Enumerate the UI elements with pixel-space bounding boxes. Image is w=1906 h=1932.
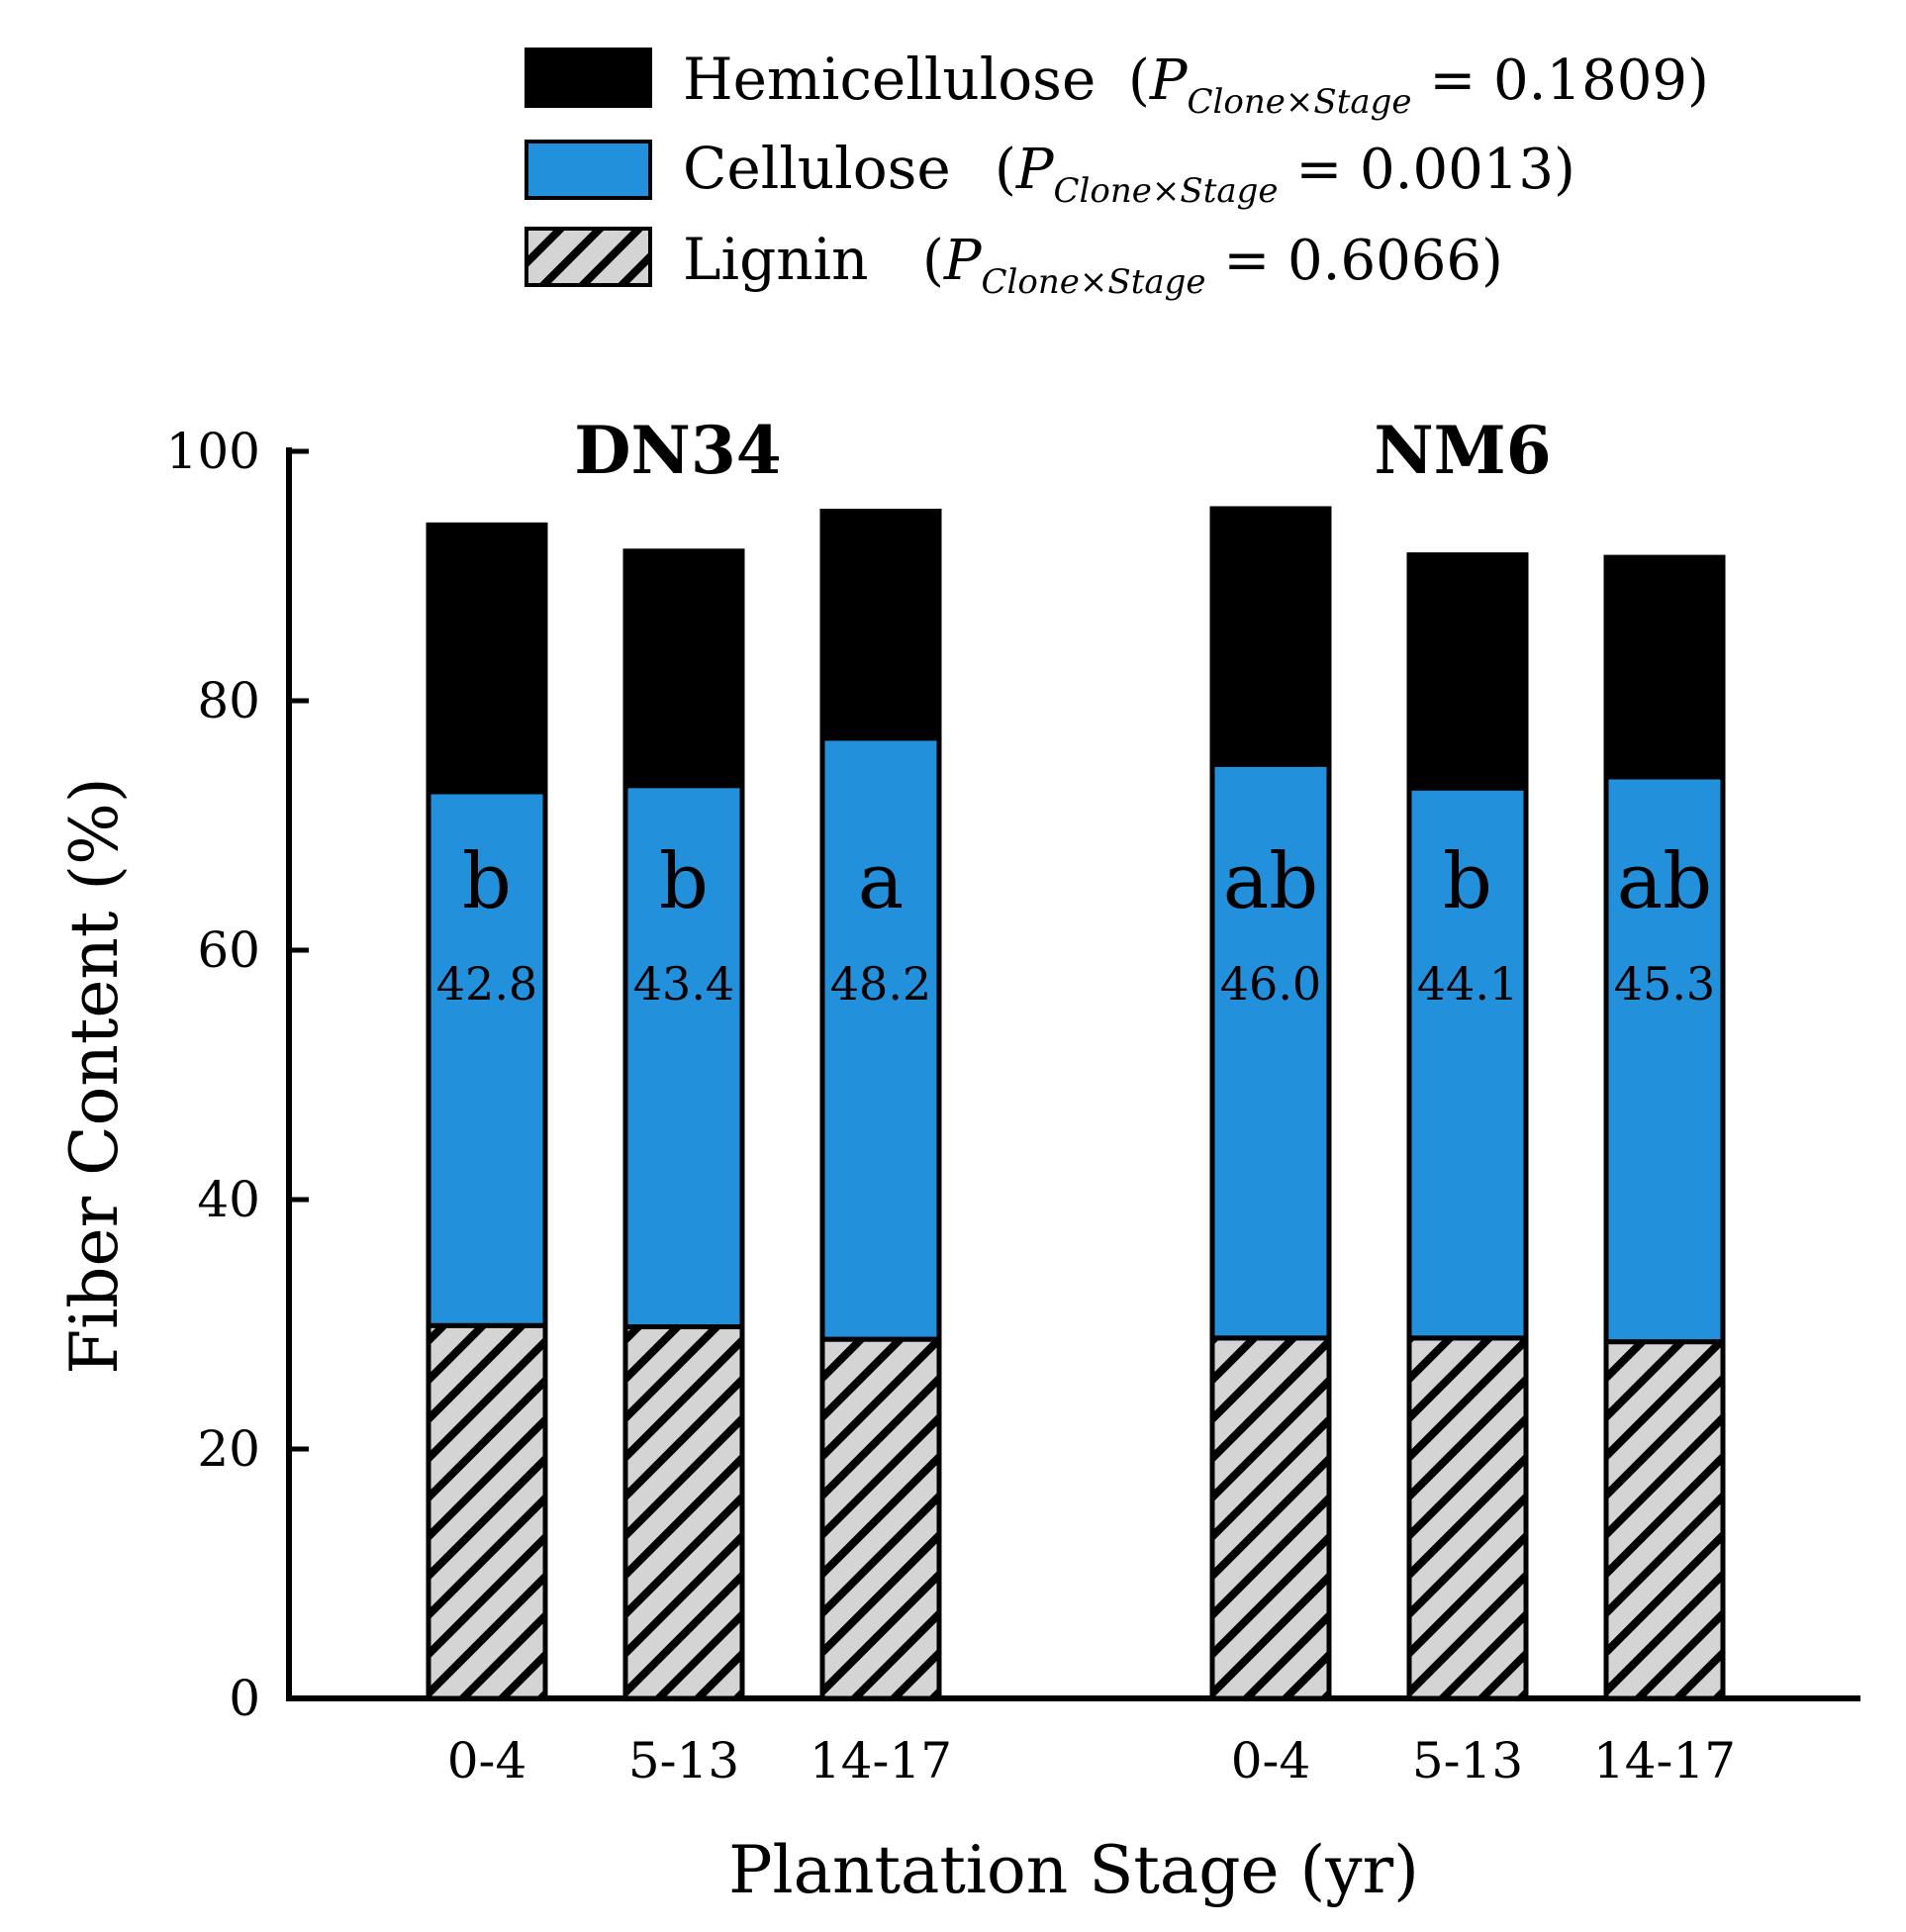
legend-swatch-hemicellulose	[524, 48, 652, 108]
x-tick-label: 5-13	[628, 1732, 739, 1789]
y-tick-label: 60	[197, 921, 260, 979]
y-tick-label: 100	[166, 423, 260, 480]
legend-label-cellulose: Cellulose	[683, 135, 951, 202]
stacked-bar: b 43.4	[622, 548, 745, 1701]
stacked-bar: ab 46.0	[1209, 506, 1332, 1701]
stacked-bar: a 48.2	[819, 508, 942, 1701]
significance-letter: a	[858, 837, 905, 926]
legend-stat-lignin: (PClone×Stage = 0.6066)	[922, 229, 1503, 302]
bar-segment-lignin	[1209, 1335, 1332, 1701]
group-title-nm6: NM6	[1374, 412, 1551, 489]
x-axis-title: Plantation Stage (yr)	[728, 1832, 1419, 1908]
bar-segment-cellulose	[426, 789, 548, 1328]
stacked-bar: ab 45.3	[1603, 554, 1726, 1701]
bar-segment-hemicellulose	[1209, 506, 1332, 767]
x-tick-labels: 0-4 5-13 14-17 0-4 5-13 14-17	[447, 1732, 1736, 1789]
stacked-bar: b 42.8	[426, 522, 548, 1701]
legend-label-lignin: Lignin	[683, 226, 868, 293]
bar-segment-lignin	[622, 1324, 745, 1701]
stacked-bar: b 44.1	[1406, 552, 1529, 1701]
cellulose-value-label: 45.3	[1614, 957, 1715, 1011]
bar-segment-hemicellulose	[426, 522, 548, 795]
x-tick-label: 14-17	[1593, 1732, 1736, 1789]
x-tick-label: 5-13	[1412, 1732, 1523, 1789]
group-title-dn34: DN34	[574, 412, 781, 489]
legend-swatch-lignin	[524, 227, 652, 287]
bars: b 42.8 b 43.4 a 48.2 ab 46.0 b 44.1 ab 45.3	[426, 506, 1726, 1701]
legend-label-hemicellulose: Hemicellulose	[683, 46, 1096, 113]
cellulose-value-label: 44.1	[1417, 957, 1518, 1011]
bar-segment-hemicellulose	[1603, 554, 1726, 780]
y-ticks: 0 20 40 60 80 100	[166, 423, 309, 1727]
cellulose-value-label: 46.0	[1220, 957, 1321, 1011]
y-tick-label: 40	[197, 1171, 260, 1228]
bar-segment-cellulose	[1209, 761, 1332, 1341]
y-axis-title: Fiber Content (%)	[56, 777, 133, 1374]
bar-segment-lignin	[1406, 1335, 1529, 1701]
bar-segment-hemicellulose	[1406, 552, 1529, 791]
bar-segment-cellulose	[622, 783, 745, 1330]
significance-letter: b	[462, 837, 512, 926]
significance-letter: ab	[1617, 837, 1712, 926]
legend-swatch-cellulose	[524, 140, 652, 200]
bar-segment-cellulose	[819, 735, 942, 1342]
bar-segment-cellulose	[1406, 785, 1529, 1341]
bar-segment-hemicellulose	[622, 548, 745, 789]
bar-segment-hemicellulose	[819, 508, 942, 741]
cellulose-value-label: 43.4	[633, 957, 734, 1011]
x-tick-label: 0-4	[1231, 1732, 1311, 1789]
bar-segment-lignin	[426, 1322, 548, 1701]
bar-segment-lignin	[1603, 1339, 1726, 1701]
legend-stat-cellulose: (PClone×Stage = 0.0013)	[995, 138, 1575, 211]
cellulose-value-label: 48.2	[830, 957, 931, 1011]
significance-letter: ab	[1223, 837, 1318, 926]
x-tick-label: 14-17	[810, 1732, 952, 1789]
significance-letter: b	[1443, 837, 1492, 926]
cellulose-value-label: 42.8	[436, 957, 537, 1011]
bar-segment-cellulose	[1603, 774, 1726, 1345]
y-tick-label: 80	[197, 672, 260, 729]
legend: Hemicellulose (PClone×Stage = 0.1809) Ce…	[524, 46, 1709, 302]
significance-letter: b	[659, 837, 709, 926]
x-tick-label: 0-4	[447, 1732, 527, 1789]
legend-stat-hemicellulose: (PClone×Stage = 0.1809)	[1128, 48, 1709, 122]
y-tick-label: 20	[197, 1420, 260, 1478]
bar-segment-lignin	[819, 1336, 942, 1701]
y-tick-label: 0	[229, 1670, 260, 1727]
